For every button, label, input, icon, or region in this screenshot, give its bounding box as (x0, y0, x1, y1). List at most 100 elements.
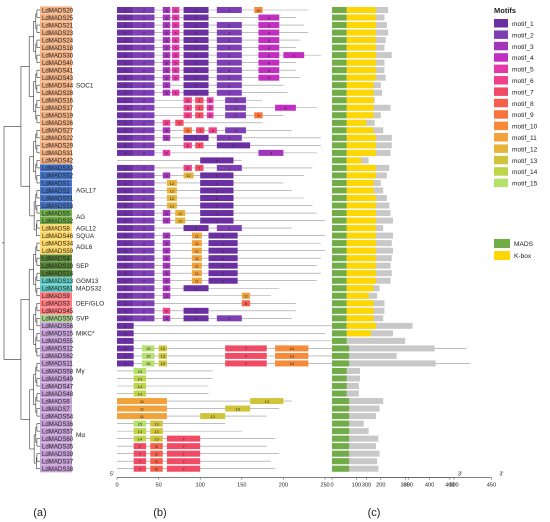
mads-domain (332, 390, 347, 397)
motif-box (117, 195, 134, 201)
motif-number: 3 (165, 60, 168, 65)
motif-axis-tick-label: 200 (279, 483, 288, 489)
motif-number: 3 (165, 136, 168, 141)
gene-label: LdMADS50 (42, 316, 74, 323)
gene-label-bg (40, 111, 72, 119)
gene-label-bg (40, 59, 72, 67)
motif-number: 1 (124, 294, 127, 299)
motif-number: 2 (143, 23, 146, 28)
gene-label: LdMADS29 (42, 143, 74, 150)
motif-box (250, 398, 284, 405)
motif-box (133, 7, 155, 13)
motif-box (208, 232, 238, 239)
motif-number: 15 (146, 346, 151, 351)
motif-number: 4 (268, 45, 271, 50)
gene-label: LdMADS21 (42, 22, 74, 29)
motif-box (183, 82, 209, 89)
motif-number: 1 (124, 218, 127, 223)
motif-box (258, 22, 280, 29)
motif-box (162, 67, 171, 74)
motif-number: 2 (143, 294, 146, 299)
motif-box (175, 119, 184, 126)
motif-number: 1 (124, 38, 127, 43)
kbox-domain (346, 202, 376, 209)
gene-label-bg (40, 232, 72, 240)
motif-box (166, 187, 177, 194)
legend-swatch (494, 53, 508, 62)
legend-label: motif_14 (512, 169, 538, 176)
gene-label: LdMADS23 (42, 30, 74, 37)
motif-number: 13 (154, 436, 159, 441)
gene-label: LdMADS20 (42, 7, 74, 14)
legend-swatch (494, 98, 508, 108)
legend-swatch (494, 121, 508, 131)
motif-number: 7 (245, 361, 248, 366)
motif-number: 1 (124, 286, 127, 291)
legend-label: motif_5 (512, 67, 534, 74)
mads-domain (332, 225, 347, 232)
motif-number: 1 (124, 83, 127, 88)
motif-number: 13 (161, 361, 166, 366)
motif-box (216, 142, 251, 149)
motif-number: 2 (143, 263, 146, 268)
motif-box (162, 59, 171, 66)
subfamily-label: AGL6 (76, 244, 93, 251)
motif-box (117, 210, 134, 217)
legend-swatch (494, 178, 508, 188)
motif-box (166, 435, 201, 442)
gene-label-bg (40, 89, 72, 97)
motif-box (117, 360, 134, 367)
motif-box (162, 307, 171, 314)
motif-box (254, 7, 263, 13)
motif-box (133, 443, 147, 450)
motif-box (133, 59, 155, 66)
gene-label: LdMADS53 (42, 203, 74, 210)
motif-box (117, 337, 134, 344)
kbox-domain (346, 322, 376, 329)
panel-label-a: (a) (33, 507, 46, 519)
motif-axis-tick-label: 250 (320, 483, 329, 489)
motif-number: 1 (195, 75, 198, 80)
motif-number: 6 (187, 166, 190, 171)
motif-box (183, 307, 209, 314)
motif-box (117, 172, 134, 179)
motif-box (191, 255, 202, 262)
motif-box (133, 277, 155, 284)
motif-box (162, 37, 171, 44)
motif-number: 2 (228, 60, 231, 65)
motif-box (191, 232, 202, 239)
gene-label-bg (40, 216, 72, 225)
motif-number: 2 (228, 316, 231, 321)
motif-number: 2 (143, 173, 146, 178)
motif-box (133, 435, 147, 442)
legend-swatch (494, 30, 508, 39)
motif-box (183, 164, 192, 171)
motif-number: 2 (143, 30, 146, 35)
gene-label: LdMADS56 (42, 323, 74, 330)
motif-number: 2 (143, 226, 146, 231)
motif-number: 1 (124, 346, 127, 351)
legend-swatch (494, 133, 508, 142)
motif-box (133, 255, 155, 262)
motif-number: 3 (165, 15, 168, 20)
motif-number: 5 (175, 23, 178, 28)
motif-number: 15 (146, 361, 151, 366)
motif-number: 2 (143, 301, 146, 306)
kbox-domain (346, 14, 376, 21)
motif-box (117, 352, 134, 359)
legend-swatch (494, 41, 508, 51)
motif-box (195, 142, 204, 149)
motif-number: 4 (268, 15, 271, 20)
legend-label: motif_15 (512, 181, 538, 188)
mads-domain (332, 67, 347, 74)
mads-domain (332, 307, 347, 314)
motif-number: 6 (187, 106, 190, 111)
kbox-domain (346, 104, 374, 111)
gene-label: LdMADS60 (42, 436, 74, 443)
kbox-domain (346, 142, 376, 149)
motif-box (208, 127, 217, 134)
motif-number: 5 (209, 113, 212, 118)
motif-box (133, 247, 155, 254)
motif-number: 1 (216, 188, 219, 193)
motif-number: 8 (155, 451, 158, 456)
